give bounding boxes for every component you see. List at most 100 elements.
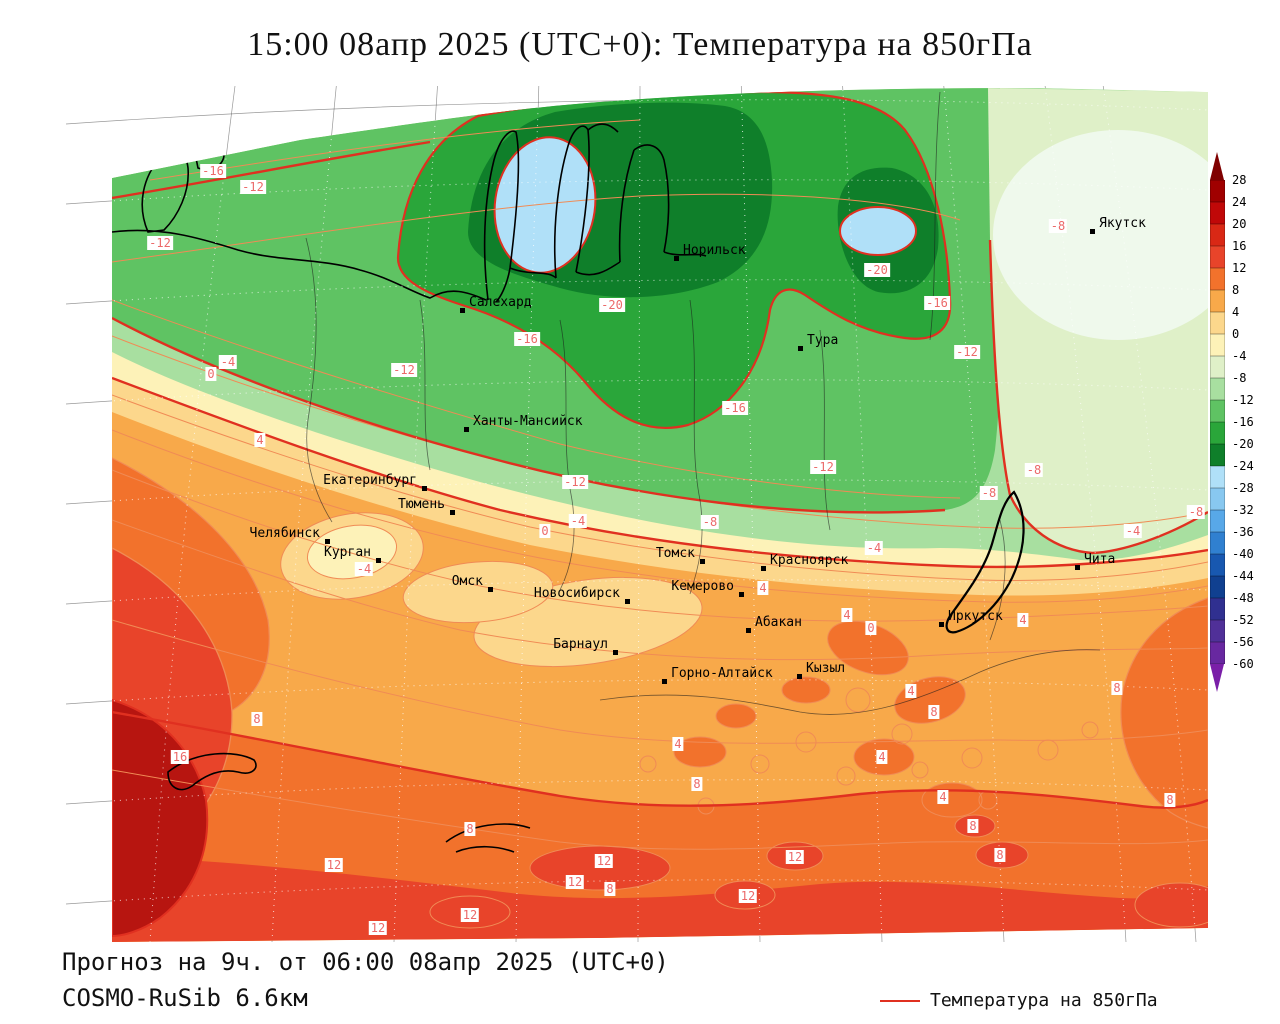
south-coast-detail	[445, 823, 531, 853]
lake-balkhash	[167, 752, 257, 791]
contour-major-lines	[112, 140, 1208, 809]
colorbar-label: 16	[1232, 239, 1247, 253]
band-m24-blue	[839, 206, 917, 256]
band-8-12-blob	[853, 738, 915, 776]
colorbar-label: -48	[1232, 591, 1254, 605]
colorbar-segment	[1210, 334, 1225, 356]
graticule-line	[112, 679, 1208, 705]
colorbar-segment	[1210, 202, 1225, 224]
colorbar-segment	[1210, 510, 1225, 532]
band-12-16-south	[112, 856, 1208, 942]
band-8-12-blob	[673, 736, 727, 768]
forecast-info: Прогноз на 9ч. от 06:00 08апр 2025 (UTC+…	[62, 948, 669, 976]
colorbar-segment	[1210, 598, 1225, 620]
colorbar-label: -32	[1232, 503, 1254, 517]
band-12-16-blob	[529, 845, 671, 891]
ob-gulf	[483, 130, 520, 303]
band-12-16-blob	[975, 841, 1029, 869]
colorbar-segment	[1210, 268, 1225, 290]
graticule-line	[637, 88, 641, 942]
colorbar-label: 12	[1232, 261, 1247, 275]
graticule-line	[112, 579, 1208, 605]
colorbar-segment	[1210, 400, 1225, 422]
colorbar-segment	[1210, 620, 1225, 642]
warm-cream-patch	[306, 524, 398, 580]
colorbar-label: -24	[1232, 459, 1254, 473]
colorbar-label: 28	[1232, 173, 1247, 187]
band-12-16-blob	[429, 895, 511, 929]
colorbar-segment	[1210, 422, 1225, 444]
graticule-line	[740, 88, 761, 942]
colorbar-segment	[1210, 290, 1225, 312]
band-8-12-blob	[921, 782, 983, 818]
graticule-line	[515, 88, 540, 942]
graticule-line	[112, 379, 1208, 405]
band-east-paler	[993, 130, 1208, 340]
colorbar-segment	[1210, 312, 1225, 334]
coast-detail	[509, 123, 707, 279]
graticule-line	[393, 88, 438, 942]
band-8-12-east	[1120, 597, 1208, 829]
colorbar-label: 20	[1232, 217, 1247, 231]
colorbar-segment	[1210, 576, 1225, 598]
colorbar-label: -16	[1232, 415, 1254, 429]
graticule-line	[112, 179, 1208, 205]
legend-label: Температура на 850гПа	[930, 990, 1158, 1011]
colorbar-label: -56	[1232, 635, 1254, 649]
legend: Температура на 850гПа	[880, 990, 1158, 1011]
graticule-line	[112, 479, 1208, 505]
colorbar-label: -4	[1232, 349, 1247, 363]
colorbar-label: -52	[1232, 613, 1254, 627]
colorbar-label: -28	[1232, 481, 1254, 495]
colorbar-segment	[1210, 488, 1225, 510]
colorbar-label: -20	[1232, 437, 1254, 451]
graticule-inside	[112, 88, 1208, 942]
yenisei-mouth	[618, 149, 635, 263]
colorbar-segment	[1210, 378, 1225, 400]
legend-line-sample	[880, 999, 920, 1002]
graticule-line	[112, 879, 1208, 905]
colorbar-label: 0	[1232, 327, 1240, 341]
band-12-16-blob	[1134, 882, 1208, 928]
colorbar-segment	[1210, 444, 1225, 466]
colorbar-arrow-down	[1210, 664, 1224, 692]
colorbar-segment	[1210, 642, 1225, 664]
colorbar-label: -40	[1232, 547, 1254, 561]
colorbar-arrow-up	[1210, 152, 1224, 180]
graticule-line	[943, 88, 1005, 942]
temperature-field	[112, 88, 1208, 942]
band-12-16-blob	[954, 814, 996, 838]
arctic-coast	[112, 229, 487, 301]
colorbar-label: -8	[1232, 371, 1247, 385]
colorbar-segment	[1210, 180, 1225, 202]
band-12-16-blob	[714, 880, 776, 910]
colorbar-label: 8	[1232, 283, 1240, 297]
region-borders	[305, 91, 1101, 715]
graticule-line	[112, 279, 1208, 305]
band-8-12-blob	[715, 703, 757, 729]
lake-baikal	[945, 490, 1025, 634]
graticule-line	[149, 88, 236, 942]
colorbar-segment	[1210, 356, 1225, 378]
graticule-line	[1044, 88, 1127, 942]
colorbar-label: 24	[1232, 195, 1247, 209]
graticule-line	[842, 88, 883, 942]
colorbar-label: -36	[1232, 525, 1254, 539]
map-title: 15:00 08апр 2025 (UTC+0): Температура на…	[247, 26, 1033, 63]
colorbar-segment	[1210, 246, 1225, 268]
graticule-line	[112, 779, 1208, 805]
colorbar-label: 4	[1232, 305, 1240, 319]
taz-gulf	[553, 125, 590, 279]
graticule-line	[1102, 88, 1197, 942]
colorbar-label: -44	[1232, 569, 1254, 583]
graticule-line	[271, 88, 337, 942]
temperature-colorbar: 28 24 20 16 12 8 4 0 -4 -8 -12 -16 -20 -24 -28 -32 -36 -4…	[1206, 150, 1280, 730]
band-8-12-blob	[781, 676, 831, 704]
colorbar-segment	[1210, 224, 1225, 246]
colorbar-segment	[1210, 532, 1225, 554]
colorbar-label: -60	[1232, 657, 1254, 671]
colorbar-segment	[1210, 466, 1225, 488]
colorbar-label: -12	[1232, 393, 1254, 407]
model-name: COSMO-RuSib 6.6км	[62, 984, 308, 1012]
